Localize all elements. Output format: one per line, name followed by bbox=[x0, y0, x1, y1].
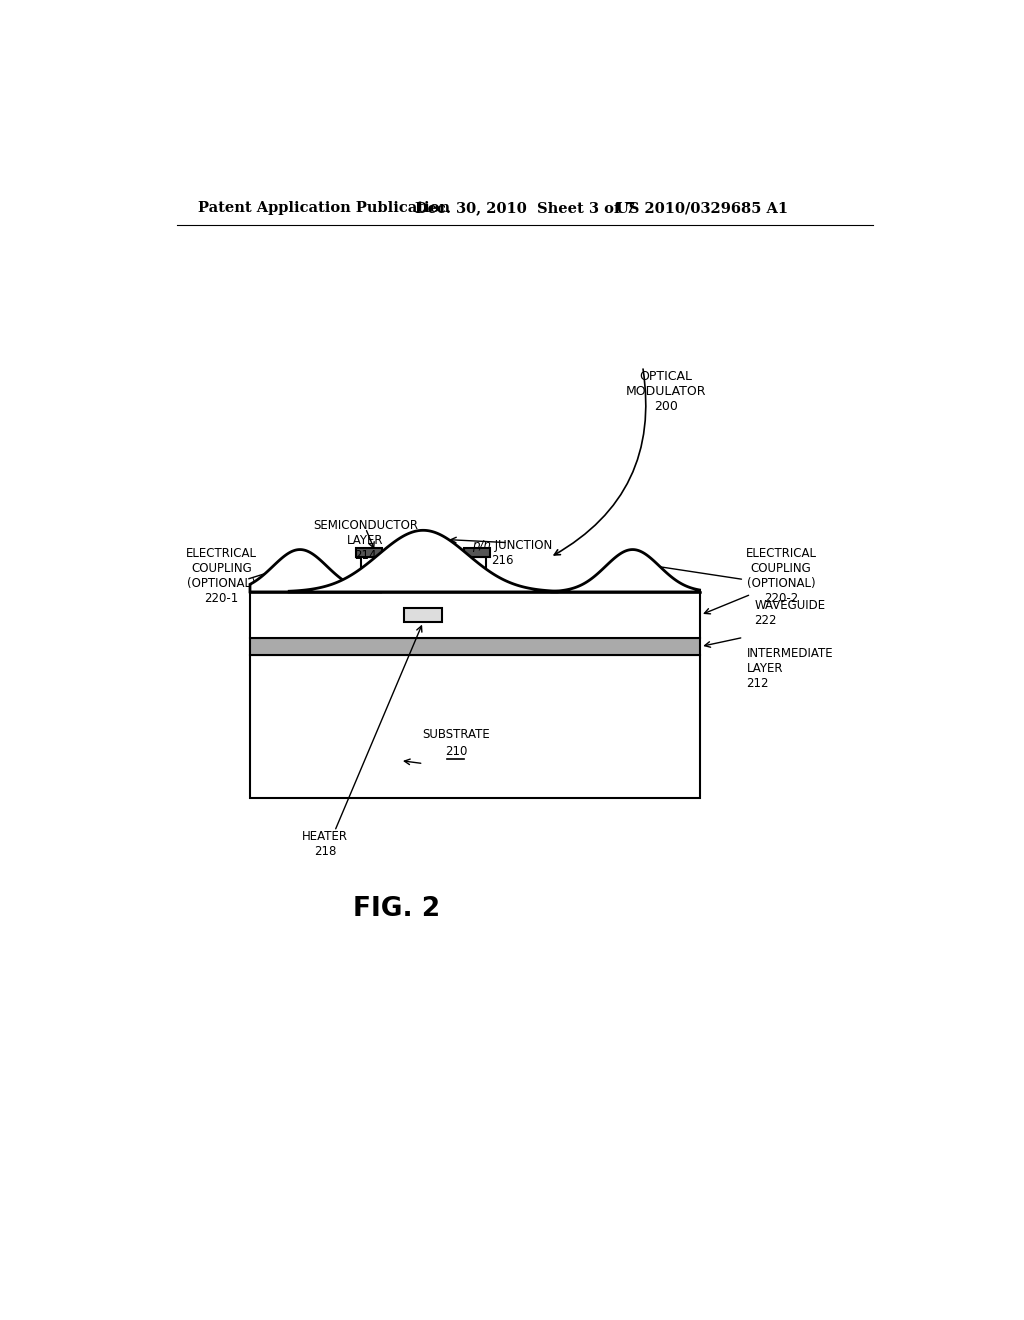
Text: SEMICONDUCTOR
LAYER
214: SEMICONDUCTOR LAYER 214 bbox=[313, 519, 418, 562]
Polygon shape bbox=[250, 549, 381, 591]
Text: WAVEGUIDE
222: WAVEGUIDE 222 bbox=[755, 599, 825, 627]
Text: JUNCTION
216: JUNCTION 216 bbox=[490, 539, 552, 566]
Bar bbox=[356, 548, 382, 557]
Text: FIG. 2: FIG. 2 bbox=[352, 896, 439, 923]
Bar bbox=[250, 638, 700, 655]
Bar bbox=[250, 591, 700, 638]
Text: OPTICAL
MODULATOR
200: OPTICAL MODULATOR 200 bbox=[626, 370, 706, 413]
Text: ELECTRICAL
COUPLING
(OPTIONAL)
220-1: ELECTRICAL COUPLING (OPTIONAL) 220-1 bbox=[186, 548, 257, 606]
Text: Patent Application Publication: Patent Application Publication bbox=[199, 202, 451, 215]
Bar bbox=[469, 557, 485, 591]
Text: US 2010/0329685 A1: US 2010/0329685 A1 bbox=[615, 202, 787, 215]
Text: SUBSTRATE: SUBSTRATE bbox=[422, 727, 489, 741]
Bar bbox=[403, 609, 442, 622]
Text: HEATER
218: HEATER 218 bbox=[302, 830, 348, 858]
Bar bbox=[250, 655, 700, 797]
Bar bbox=[464, 548, 490, 557]
Text: INTERMEDIATE
LAYER
212: INTERMEDIATE LAYER 212 bbox=[746, 647, 834, 689]
Polygon shape bbox=[552, 549, 699, 591]
Polygon shape bbox=[289, 531, 557, 591]
Bar bbox=[360, 557, 378, 591]
Text: 210: 210 bbox=[444, 744, 467, 758]
Text: ELECTRICAL
COUPLING
(OPTIONAL)
220-2: ELECTRICAL COUPLING (OPTIONAL) 220-2 bbox=[745, 548, 817, 606]
Text: p/n: p/n bbox=[472, 539, 490, 552]
Text: Dec. 30, 2010  Sheet 3 of 7: Dec. 30, 2010 Sheet 3 of 7 bbox=[416, 202, 636, 215]
